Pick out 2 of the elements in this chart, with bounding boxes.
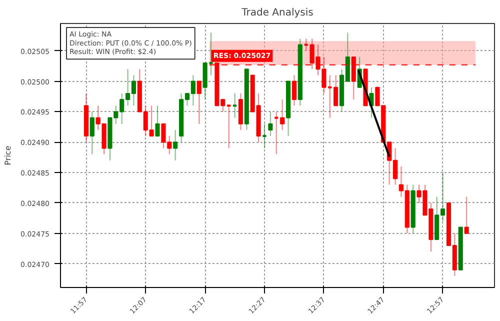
chart-title: Trade Analysis [240, 8, 314, 18]
y-axis-title: Price [4, 146, 13, 166]
